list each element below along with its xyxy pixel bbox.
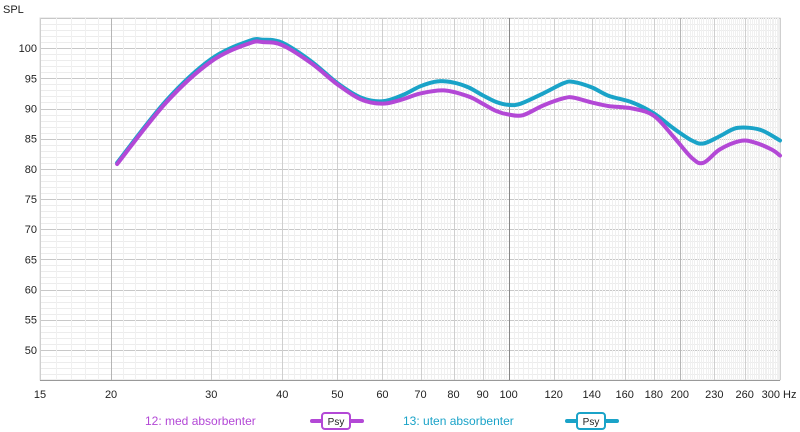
x-tick-label: 200 <box>671 389 689 401</box>
y-tick-label: 80 <box>25 164 37 176</box>
y-tick-label: 50 <box>25 345 37 357</box>
y-tick-label: 75 <box>25 194 37 206</box>
x-tick-label: 180 <box>645 389 663 401</box>
grid <box>39 17 781 381</box>
series <box>115 37 782 167</box>
x-tick-label: 20 <box>105 389 117 401</box>
legend-badge-label-1: Psy <box>328 417 345 428</box>
legend: 12: med absorbenter Psy 13: uten absorbent… <box>145 412 619 430</box>
legend-label-1: 12: med absorbenter <box>145 414 256 428</box>
x-tick-label: 30 <box>205 389 217 401</box>
x-tick-label: 140 <box>583 389 601 401</box>
x-tick-label: 50 <box>331 389 343 401</box>
x-tick-label: 230 <box>705 389 723 401</box>
x-tick-label: 120 <box>544 389 562 401</box>
legend-badge-1[interactable] <box>321 412 351 430</box>
y-axis-label: SPL <box>3 4 24 16</box>
x-tick-label: 260 <box>735 389 753 401</box>
y-tick-label: 90 <box>25 104 37 116</box>
x-tick-label: 300 <box>762 389 780 401</box>
y-tick-label: 85 <box>25 134 37 146</box>
axes: SPL Hz 50 55 60 65 70 75 80 85 90 95 100 15 20 30 40 50… <box>3 4 796 401</box>
x-tick-label: 70 <box>414 389 426 401</box>
y-tick-label: 65 <box>25 254 37 266</box>
x-tick-label: 160 <box>616 389 634 401</box>
x-tick-label: 40 <box>276 389 288 401</box>
x-tick-label: 100 <box>499 389 517 401</box>
y-tick-label: 70 <box>25 224 37 236</box>
y-tick-label: 60 <box>25 285 37 297</box>
legend-badge-label-2: Psy <box>583 417 600 428</box>
legend-label-2: 13: uten absorbenter <box>403 414 514 428</box>
legend-badge-2[interactable] <box>576 412 606 430</box>
x-axis-unit-label: Hz <box>783 389 796 401</box>
series-line-1 <box>115 39 782 167</box>
x-tick-label: 80 <box>447 389 459 401</box>
x-tick-label: 15 <box>34 389 46 401</box>
x-tick-label: 60 <box>376 389 388 401</box>
x-tick-label: 90 <box>476 389 488 401</box>
y-tick-label: 95 <box>25 73 37 85</box>
y-tick-label: 100 <box>19 43 37 55</box>
y-tick-label: 55 <box>25 315 37 327</box>
